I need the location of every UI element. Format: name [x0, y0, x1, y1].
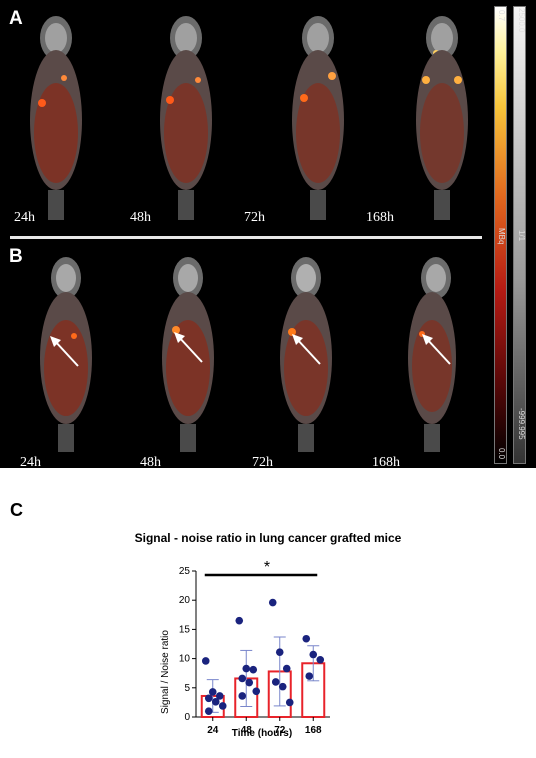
time-label-a-72h: 72h [244, 210, 265, 225]
data-point [204, 694, 213, 703]
data-point [309, 650, 318, 659]
x-tick-label: 24 [207, 725, 219, 736]
time-label-a-168h: 168h [366, 210, 394, 225]
data-point [275, 648, 284, 656]
time-label-a-48h: 48h [130, 210, 151, 225]
data-point [201, 657, 210, 665]
data-point [208, 688, 217, 696]
mouse-scan-a-168h [416, 16, 468, 220]
y-tick-label: 5 [184, 683, 190, 694]
data-point [282, 664, 291, 673]
y-axis-label: Signal / Noise ratio [160, 630, 171, 714]
data-point [305, 672, 314, 680]
data-point [285, 698, 294, 707]
x-tick-label: 48 [241, 725, 253, 736]
data-point [249, 665, 258, 674]
y-tick-label: 15 [179, 624, 191, 635]
significance-star: * [264, 559, 270, 576]
scale-left-unit: MBq [497, 228, 506, 245]
scale-right-mid: 1/1 [517, 230, 526, 242]
data-point [245, 678, 254, 687]
data-point [204, 707, 213, 715]
data-point [316, 655, 325, 664]
y-tick-label: 0 [184, 712, 190, 723]
panel-letter-a: A [9, 8, 23, 29]
data-point [238, 674, 247, 683]
time-label-b-72h: 72h [252, 455, 273, 470]
data-point [242, 664, 251, 673]
data-point [268, 598, 277, 607]
mouse-scan-a-72h [292, 16, 344, 220]
data-point [252, 687, 261, 696]
x-axis-label: Time (hours) [232, 728, 292, 739]
mouse-scan-a-48h [160, 16, 212, 220]
imaging-panel: A B 24h 48h 7 [0, 0, 536, 470]
scale-right-bottom: -999.995 [517, 408, 526, 440]
y-tick-label: 20 [179, 595, 191, 606]
arrow-icon [50, 336, 79, 367]
mouse-scan-b-48h [162, 257, 214, 452]
mouse-scan-a-24h [30, 16, 82, 220]
mouse-scan-b-72h [280, 257, 332, 452]
data-point [238, 692, 247, 700]
panel-divider [10, 236, 482, 239]
time-label-b-48h: 48h [140, 455, 161, 470]
data-point [302, 634, 311, 643]
time-label-b-24h: 24h [20, 455, 41, 470]
y-tick-label: 25 [179, 566, 191, 577]
data-point [215, 692, 224, 700]
y-tick-label: 10 [179, 654, 191, 665]
scale-right-top: 2500.0 [517, 8, 526, 33]
arrow-icon [292, 334, 321, 365]
time-label-b-168h: 168h [372, 455, 400, 470]
x-tick-label: 168 [305, 725, 322, 736]
color-scale-bar-mbq [494, 6, 507, 464]
arrow-icon [174, 332, 203, 363]
color-scale-bar-gray [513, 6, 526, 464]
time-label-a-24h: 24h [14, 210, 35, 225]
panel-letter-c: C [10, 500, 23, 520]
data-point [278, 682, 287, 691]
scale-left-top: 0.7 [497, 10, 506, 22]
data-point [211, 698, 220, 706]
chart-svg: Signal - noise ratio in lung cancer graf… [135, 531, 402, 739]
data-point [218, 702, 227, 710]
panel-letter-b: B [9, 246, 23, 267]
x-tick-label: 72 [274, 725, 286, 736]
plot-area: 0 5 10 15 20 25 24 48 72 168 * [179, 559, 330, 736]
data-point [271, 678, 280, 686]
arrow-icon [422, 334, 451, 365]
data-point [235, 616, 244, 625]
scale-left-bottom: 0.0 [497, 448, 506, 460]
mouse-scan-b-168h [408, 257, 456, 452]
chart-title: Signal - noise ratio in lung cancer graf… [135, 531, 402, 545]
